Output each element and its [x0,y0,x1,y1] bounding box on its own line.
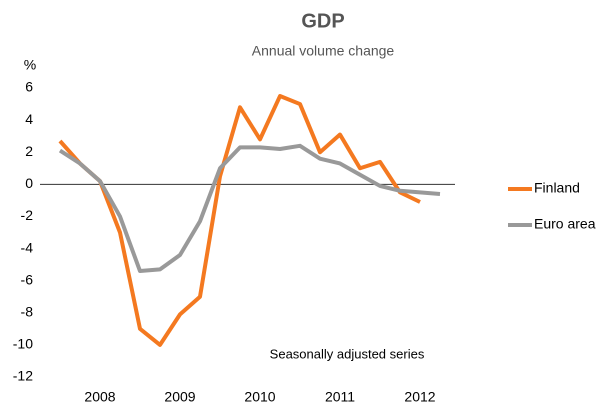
chart-subtitle: Annual volume change [252,43,395,59]
x-tick-label: 2008 [84,389,115,405]
y-tick-label: -2 [21,207,34,223]
annotation: Seasonally adjusted series [270,346,425,361]
x-tick-label: 2012 [404,389,435,405]
y-tick-label: -12 [13,368,33,384]
x-tick-label: 2010 [244,389,275,405]
legend-label: Euro area [534,216,596,232]
series-line [58,94,421,347]
series-line [58,143,441,274]
y-tick-label: -10 [13,336,33,352]
y-tick-label: 6 [25,79,33,95]
y-axis-label: % [24,57,36,73]
y-tick-label: -6 [21,271,34,287]
y-tick-label: 2 [25,143,33,159]
y-tick-label: -4 [21,239,34,255]
legend-label: Finland [534,180,580,196]
y-tick-label: 0 [25,175,33,191]
x-tick-label: 2011 [325,389,355,405]
x-tick-label: 2009 [164,389,195,405]
y-tick-label: -8 [21,303,34,319]
y-tick-label: 4 [25,111,33,127]
chart-title: GDP [301,10,344,32]
